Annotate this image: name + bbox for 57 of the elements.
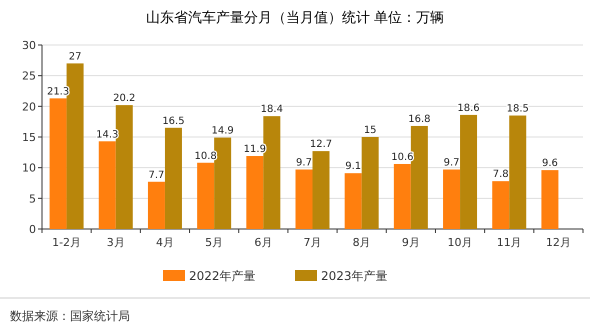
x-tick-label: 3月	[106, 236, 125, 249]
bar	[541, 170, 558, 229]
x-tick-label: 5月	[205, 236, 224, 249]
data-label: 18.5	[506, 104, 529, 115]
y-tick-label: 30	[22, 39, 36, 52]
data-label: 9.1	[345, 161, 362, 172]
data-label: 27	[68, 51, 82, 62]
bar	[66, 63, 84, 229]
data-label: 16.5	[162, 116, 185, 127]
data-label: 14.9	[212, 126, 234, 137]
bar	[116, 105, 133, 229]
data-label: 16.8	[408, 114, 430, 125]
bar	[362, 137, 379, 229]
data-label: 7.7	[148, 170, 164, 181]
bar	[50, 98, 67, 229]
legend-label: 2023年产量	[321, 269, 388, 283]
x-tick-label: 8月	[352, 236, 371, 249]
y-tick-label: 0	[29, 223, 36, 236]
bar	[246, 156, 264, 229]
x-tick-label: 11月	[496, 236, 522, 249]
data-label: 12.7	[310, 139, 332, 150]
data-label: 18.4	[260, 104, 283, 116]
bar	[344, 173, 362, 229]
y-tick-label: 15	[22, 131, 36, 144]
x-tick-label: 9月	[402, 236, 420, 249]
x-tick-label: 1-2月	[52, 236, 82, 249]
x-tick-label: 4月	[156, 236, 174, 249]
data-label: 20.2	[113, 93, 136, 104]
data-label: 9.7	[444, 158, 460, 169]
bar	[296, 170, 312, 229]
y-tick-label: 25	[22, 70, 36, 83]
bar	[509, 116, 526, 229]
data-label: 9.6	[542, 158, 558, 170]
bar	[164, 128, 182, 229]
y-tick-label: 10	[22, 162, 36, 175]
bar	[214, 138, 232, 229]
data-label: 9.7	[296, 158, 312, 169]
source-note: 数据来源：国家统计局	[10, 309, 130, 323]
bar	[492, 181, 510, 229]
x-tick-label: 7月	[304, 236, 322, 249]
bar	[394, 164, 411, 229]
bar	[197, 162, 214, 229]
x-tick-label: 10月	[448, 236, 473, 249]
data-label: 7.8	[492, 169, 509, 180]
data-label: 18.6	[457, 102, 480, 114]
x-tick-label: 6月	[254, 236, 272, 249]
y-tick-label: 5	[29, 192, 36, 206]
bar	[443, 170, 460, 229]
legend-label: 2022年产量	[189, 269, 256, 283]
bar	[460, 114, 478, 229]
bar	[98, 141, 116, 229]
bar	[312, 151, 330, 229]
bar	[148, 182, 165, 229]
chart-title: 山东省汽车产量分月（当月值）统计 单位：万辆	[146, 10, 444, 26]
x-tick-label: 12月	[546, 236, 571, 249]
y-tick-label: 20	[22, 100, 36, 114]
data-label: 15	[364, 125, 377, 136]
